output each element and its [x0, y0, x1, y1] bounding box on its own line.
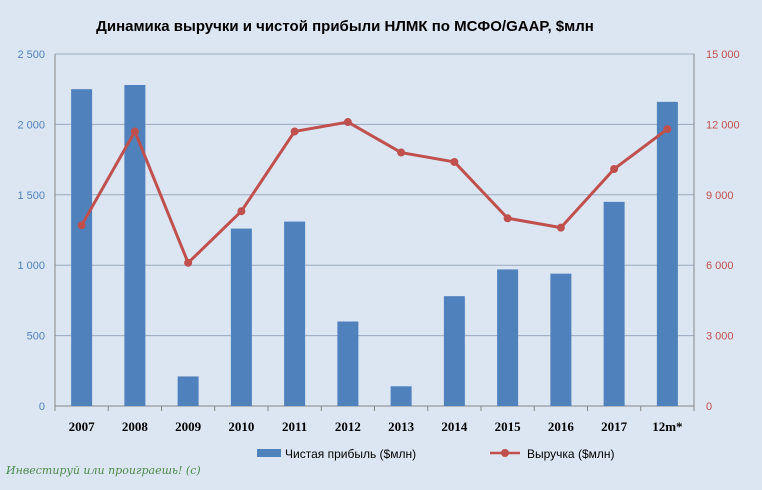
- chart-title: Динамика выручки и чистой прибыли НЛМК п…: [96, 18, 594, 35]
- bar-2015: [497, 269, 519, 406]
- revenue-point-2007: [77, 221, 86, 230]
- line-series: [77, 118, 672, 267]
- right-tick-label: 6 000: [706, 260, 734, 272]
- x-tick-label: 2007: [69, 419, 96, 434]
- legend-swatch-revenue-marker: [501, 449, 509, 457]
- x-tick-label: 2016: [548, 419, 575, 434]
- x-tick-label: 2008: [122, 419, 149, 434]
- legend-swatch-profit: [257, 449, 281, 457]
- revenue-point-2014: [450, 157, 459, 166]
- bar-series: [71, 84, 678, 406]
- legend-label-revenue: Выручка ($млн): [527, 447, 615, 461]
- legend-label-profit: Чистая прибыль ($млн): [285, 447, 416, 461]
- right-tick-label: 0: [706, 401, 712, 413]
- left-axis: 0 500 1 000 1 500 2 000 2 500: [17, 49, 45, 413]
- revenue-point-2008: [130, 127, 139, 136]
- bar-2010: [230, 228, 252, 406]
- bar-2013: [390, 386, 412, 406]
- revenue-line: [80, 120, 669, 265]
- revenue-point-2009: [184, 258, 193, 267]
- right-axis: 0 3 000 6 000 9 000 12 000 15 000: [706, 49, 740, 413]
- bar-2009: [177, 376, 199, 406]
- bar-2016: [550, 273, 572, 406]
- x-tick-label: 2013: [388, 419, 415, 434]
- revenue-point-2010: [237, 207, 246, 216]
- plot-area: [54, 54, 695, 411]
- bar-2014: [443, 296, 465, 406]
- x-tick-label: 2017: [601, 419, 628, 434]
- bar-2007: [71, 89, 93, 406]
- revenue-point-2017: [610, 164, 619, 173]
- left-tick-label: 1 000: [17, 260, 45, 272]
- x-tick-label: 2010: [228, 419, 254, 434]
- legend: Чистая прибыль ($млн) Выручка ($млн): [257, 447, 615, 461]
- revenue-point-2012: [343, 118, 352, 127]
- x-tick-label: 2014: [441, 419, 468, 434]
- right-tick-label: 12 000: [706, 119, 740, 131]
- watermark: Инвестируй или проиграешь! (с): [5, 464, 201, 477]
- left-tick-label: 500: [27, 331, 45, 343]
- bar-12m*: [656, 101, 678, 406]
- bar-2017: [603, 201, 625, 406]
- left-tick-label: 2 000: [17, 119, 45, 131]
- revenue-point-2011: [290, 127, 299, 136]
- bar-2011: [284, 221, 306, 406]
- revenue-point-2013: [397, 148, 406, 157]
- bar-2008: [124, 84, 146, 406]
- left-tick-label: 1 500: [17, 190, 45, 202]
- left-tick-label: 2 500: [17, 49, 45, 61]
- right-tick-label: 9 000: [706, 190, 734, 202]
- x-axis: 2007 2008 2009 2010 2011 2012 2013 2014 2015 2016…: [69, 419, 683, 434]
- bar-2012: [337, 321, 359, 406]
- left-tick-label: 0: [39, 401, 45, 413]
- x-tick-label: 2012: [335, 419, 361, 434]
- revenue-point-12m*: [663, 125, 672, 134]
- x-tick-label: 2009: [175, 419, 202, 434]
- gridlines: [55, 53, 694, 407]
- x-tick-label: 2015: [495, 419, 522, 434]
- x-tick-label: 2011: [282, 419, 307, 434]
- revenue-point-2015: [503, 214, 512, 223]
- right-tick-label: 15 000: [706, 49, 740, 61]
- revenue-point-2016: [556, 223, 565, 232]
- x-tick-label: 12m*: [652, 419, 682, 434]
- right-tick-label: 3 000: [706, 331, 734, 343]
